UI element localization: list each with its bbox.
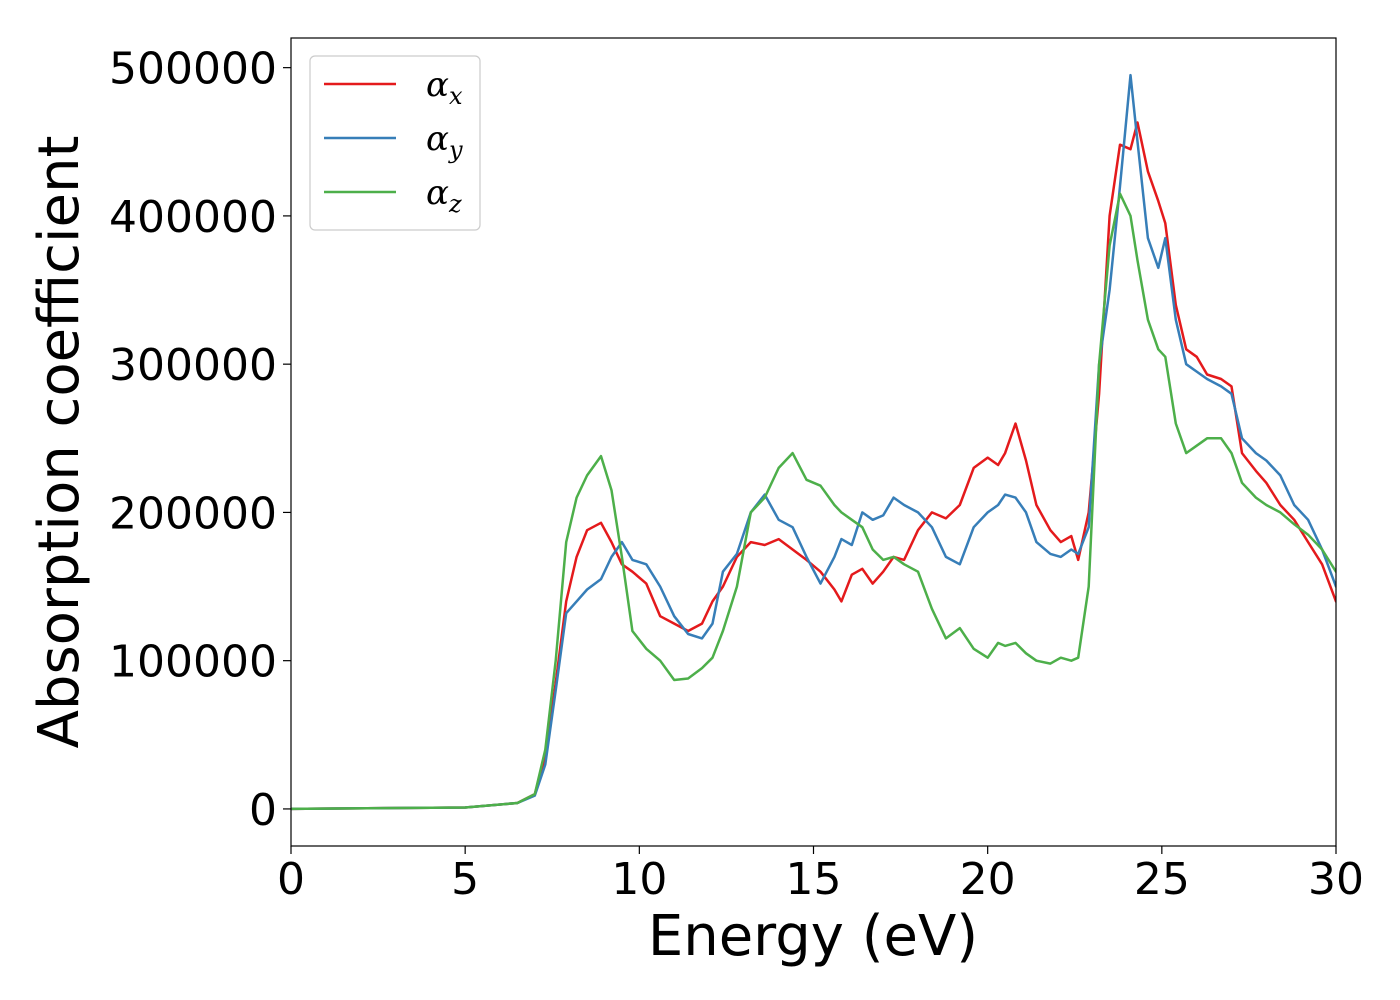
y-tick-label: 500000 xyxy=(109,44,277,95)
legend-subscript: y xyxy=(448,136,463,164)
x-tick-label: 10 xyxy=(611,854,667,905)
y-tick-label: 0 xyxy=(249,785,277,836)
y-axis: 0 100000 200000 300000 400000 500000 xyxy=(109,44,291,836)
x-tick-label: 5 xyxy=(451,854,479,905)
series-line-x xyxy=(291,121,1336,811)
series-layer xyxy=(291,73,1336,811)
series-line-y xyxy=(291,73,1336,811)
series-line-z xyxy=(291,192,1336,811)
y-tick-label: 200000 xyxy=(109,488,277,539)
x-tick-label: 30 xyxy=(1308,854,1364,905)
legend-subscript: x xyxy=(449,82,463,110)
y-tick-label: 400000 xyxy=(109,192,277,243)
x-tick-label: 15 xyxy=(786,854,842,905)
x-axis-label: Energy (eV) xyxy=(648,904,978,969)
y-tick-label: 100000 xyxy=(109,637,277,688)
legend-frame xyxy=(309,55,481,231)
y-axis-label: Absorption coefficient xyxy=(27,136,92,749)
x-axis: 0 5 10 15 20 25 30 xyxy=(277,846,1364,905)
y-tick-label: 300000 xyxy=(109,340,277,391)
x-tick-label: 25 xyxy=(1134,854,1190,905)
legend-subscript: z xyxy=(448,190,462,218)
x-tick-label: 20 xyxy=(960,854,1016,905)
x-tick-label: 0 xyxy=(277,854,305,905)
